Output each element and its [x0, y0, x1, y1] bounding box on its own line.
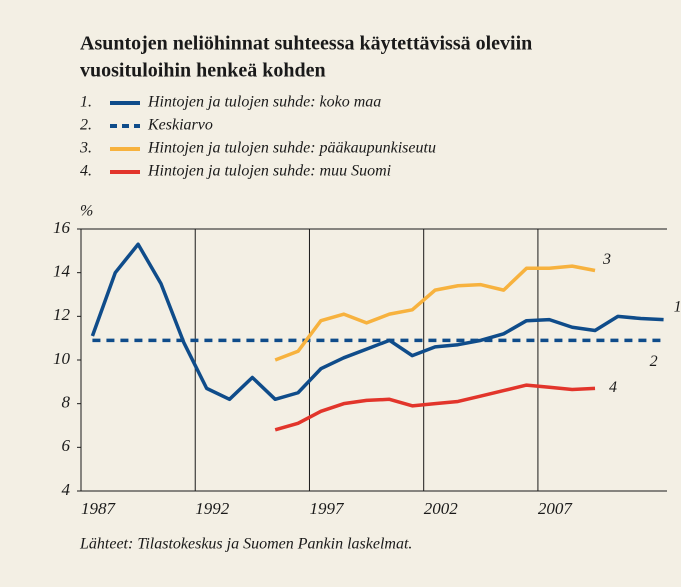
y-tick-label: 8	[62, 393, 71, 412]
source: Lähteet: Tilastokeskus ja Suomen Pankin …	[79, 536, 412, 553]
y-tick-label: 16	[53, 218, 71, 237]
x-tick-label: 2007	[538, 499, 574, 518]
legend-key: 3.	[79, 140, 92, 157]
legend-key: 1.	[80, 94, 92, 111]
series-end-label: 3	[602, 251, 611, 268]
y-axis-label: %	[80, 203, 93, 220]
x-tick-label: 1992	[195, 499, 230, 518]
series-end-label: 1	[674, 298, 681, 315]
legend-label: Keskiarvo	[147, 117, 213, 134]
chart-title: vuosituloihin henkeä kohden	[80, 60, 326, 82]
series-line	[90, 242, 664, 402]
legend-label: Hintojen ja tulojen suhde: muu Suomi	[147, 163, 391, 180]
series-end-label: 4	[609, 379, 617, 396]
y-tick-label: 10	[53, 349, 71, 368]
y-tick-label: 4	[62, 480, 71, 499]
chart-title: Asuntojen neliöhinnat suhteessa käytettä…	[80, 33, 532, 55]
legend-label: Hintojen ja tulojen suhde: pääkaupunkise…	[147, 140, 436, 157]
y-tick-label: 12	[53, 305, 71, 324]
y-tick-label: 14	[53, 262, 71, 281]
x-tick-label: 1997	[309, 499, 345, 518]
legend-key: 2.	[80, 117, 92, 134]
x-tick-label: 2002	[424, 499, 459, 518]
legend-key: 4.	[80, 163, 92, 180]
series-line	[274, 383, 596, 432]
x-tick-label: 1987	[81, 499, 117, 518]
series-end-label: 2	[650, 353, 658, 370]
legend-label: Hintojen ja tulojen suhde: koko maa	[147, 94, 381, 111]
series-line	[274, 264, 596, 362]
y-tick-label: 6	[62, 436, 71, 455]
